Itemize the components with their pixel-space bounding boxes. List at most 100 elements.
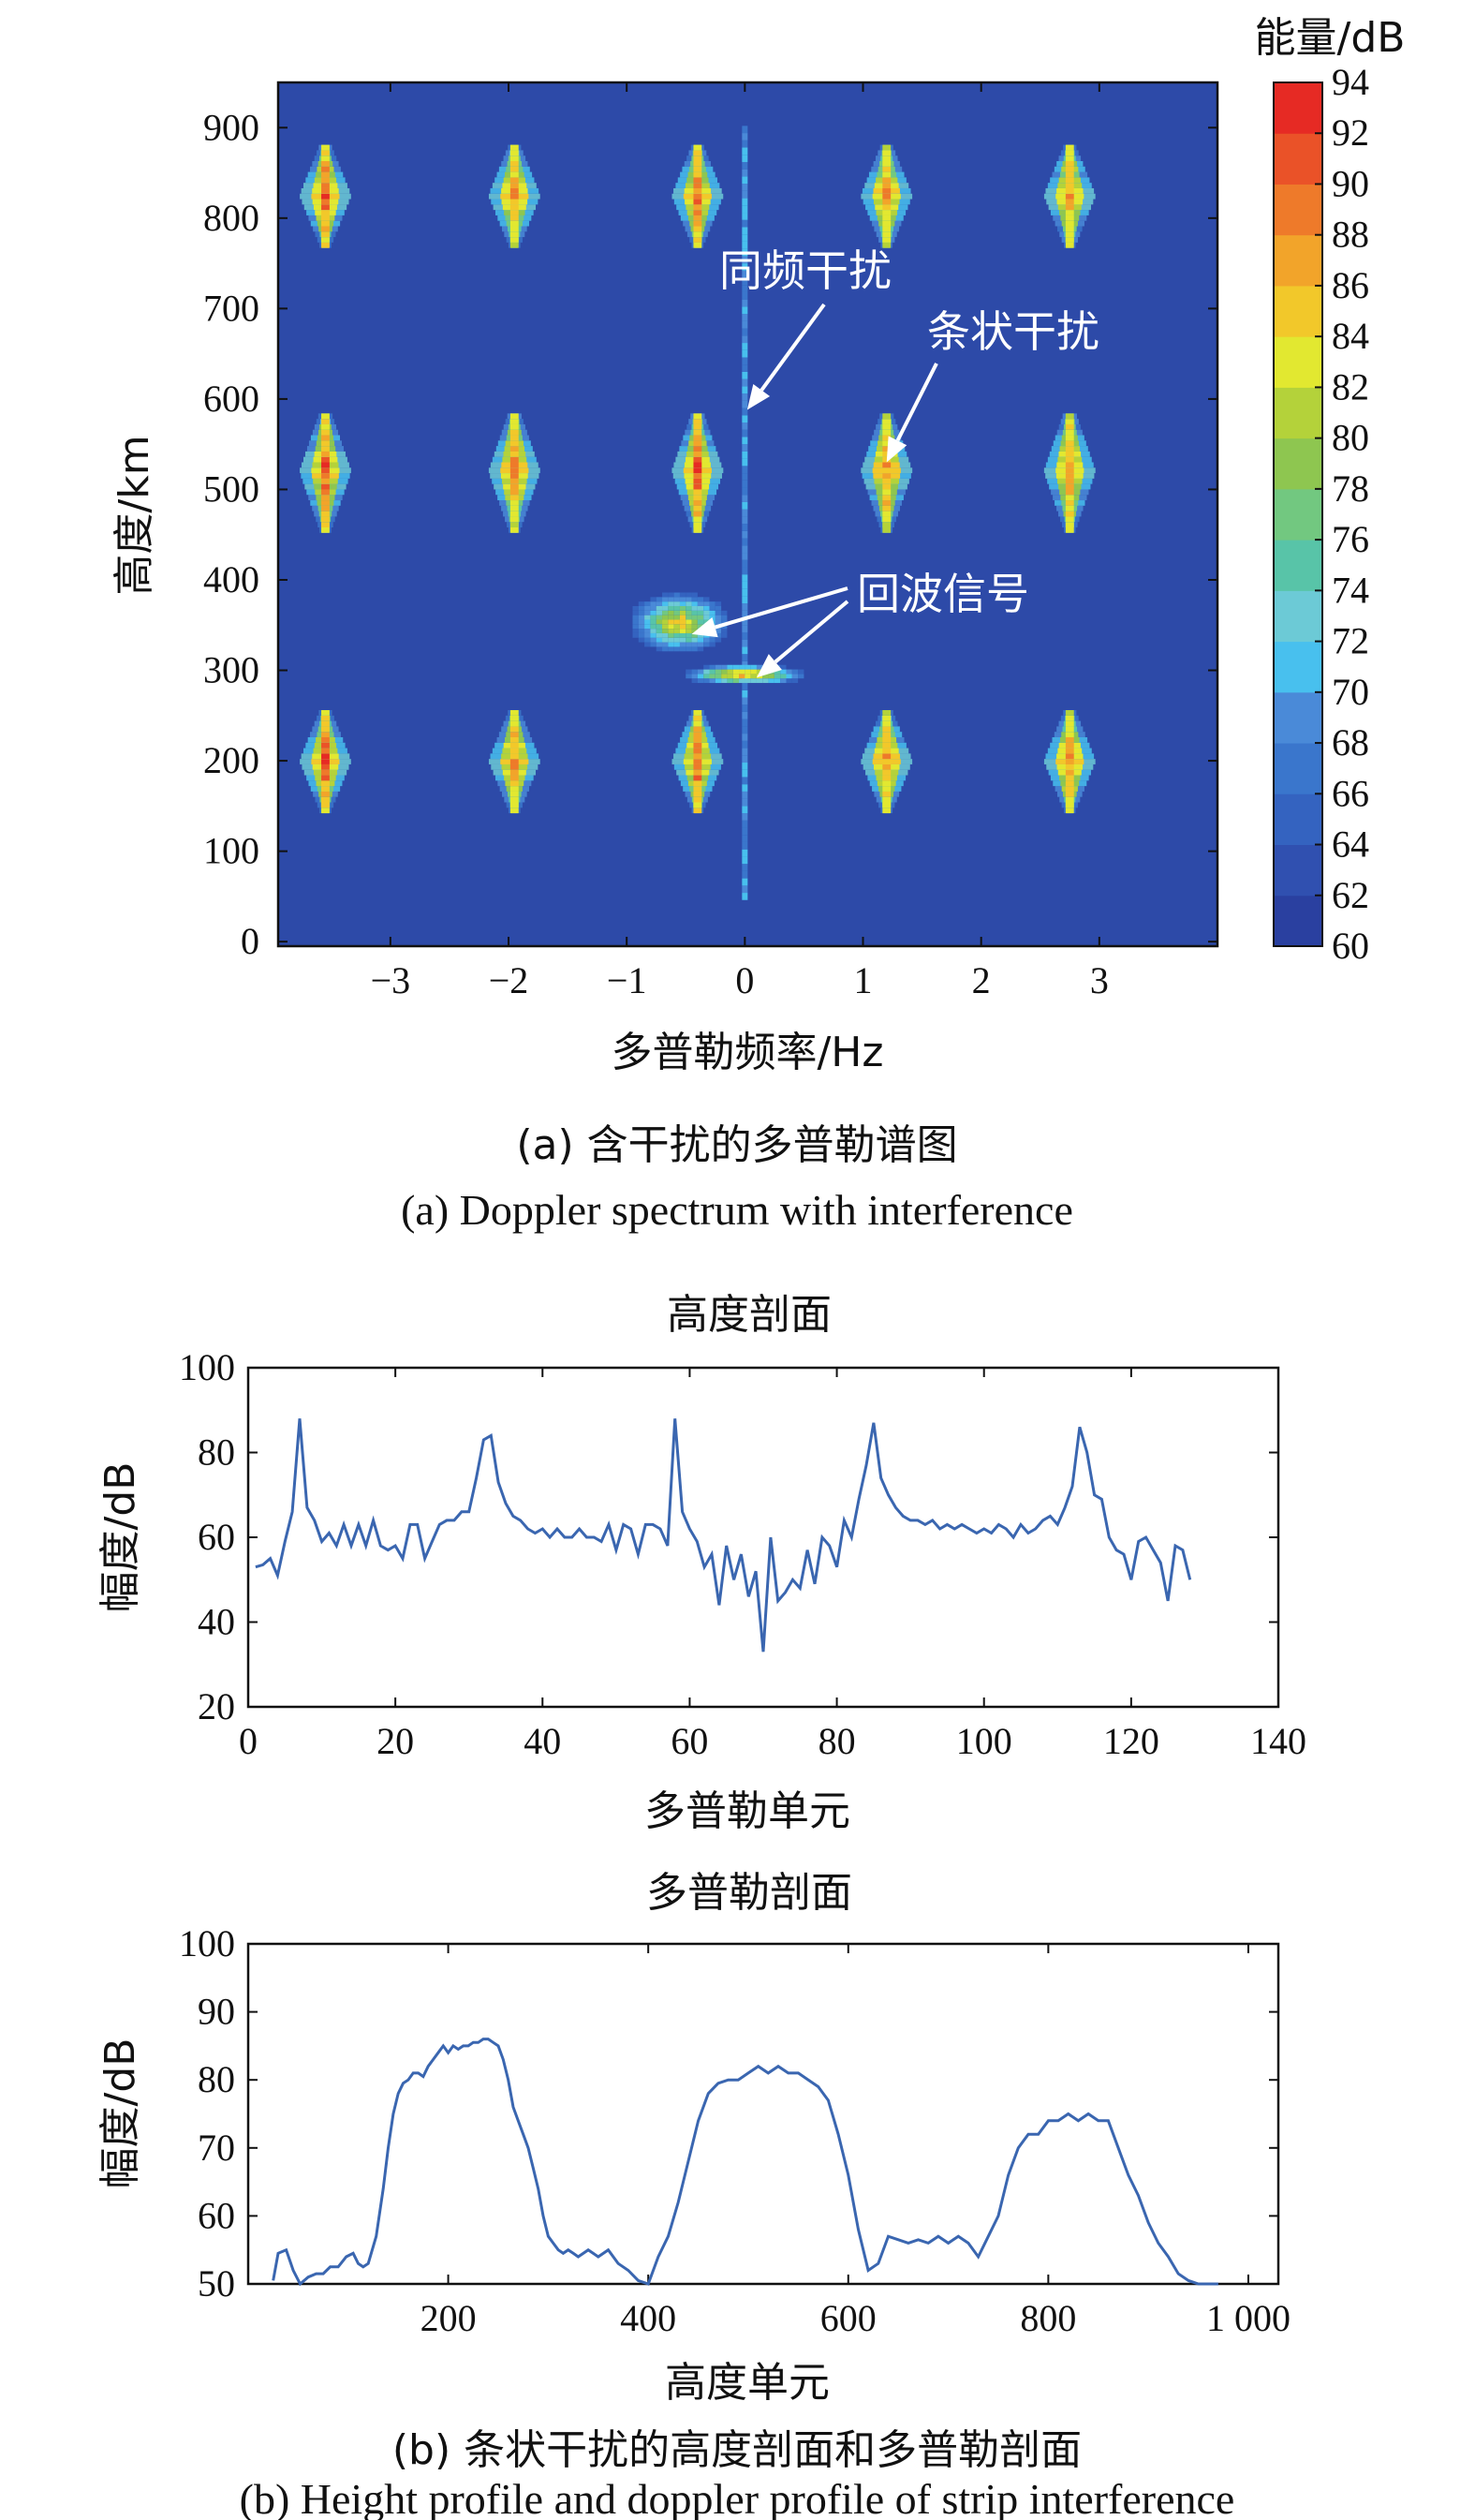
echo-cell — [709, 601, 715, 606]
cochannel-line-cell — [742, 393, 748, 401]
strip-core-cell — [1065, 726, 1074, 733]
cochannel-line-cell — [742, 516, 748, 525]
echo-cell — [774, 678, 781, 684]
echo-cell — [703, 664, 710, 670]
x-tick-label: 1 — [854, 959, 873, 1001]
colorbar-swatch — [1274, 641, 1322, 693]
cochannel-line-cell — [742, 444, 748, 452]
cochannel-line-cell — [742, 234, 748, 242]
strip-core-cell — [693, 177, 702, 184]
strip-core-cell — [509, 763, 519, 770]
echo-cell — [774, 674, 781, 679]
cochannel-line-cell — [742, 617, 748, 626]
echo-cell — [662, 637, 669, 643]
echo-cell — [709, 605, 715, 611]
colorbar-swatch — [1274, 793, 1322, 846]
colorbar-swatch — [1274, 336, 1322, 388]
cochannel-line-cell — [742, 870, 748, 879]
cochannel-line-cell — [742, 205, 748, 214]
strip-core-cell — [321, 231, 330, 238]
height-profile-x-tick-label: 120 — [1103, 1720, 1159, 1762]
strip-core-cell — [693, 242, 702, 248]
strip-core-cell — [509, 511, 519, 517]
colorbar-tick-label: 90 — [1332, 162, 1369, 204]
strip-core-cell — [1065, 808, 1074, 814]
cochannel-line-cell — [742, 704, 748, 712]
heatmap-x-ticks: −3 −2 −1 0 1 2 3 — [371, 82, 1109, 1001]
strip-core-cell — [693, 769, 702, 776]
strip-core-cell — [882, 467, 892, 474]
strip-core-cell — [509, 715, 519, 721]
strip-core-cell — [509, 495, 519, 501]
strip-interference-0 — [300, 144, 351, 814]
echo-cell — [656, 624, 663, 630]
cochannel-line-cell — [742, 241, 748, 249]
strip-core-cell — [509, 183, 519, 188]
cochannel-line-cell — [742, 596, 748, 604]
x-tick-label: −1 — [607, 959, 647, 1001]
echo-cell — [650, 629, 656, 633]
colorbar-swatch — [1274, 82, 1322, 134]
colorbar-tick-label: 78 — [1332, 467, 1369, 510]
echo-cell — [668, 615, 674, 620]
echo-cell — [703, 605, 710, 611]
strip-core-cell — [882, 242, 892, 248]
strip-core-cell — [509, 796, 519, 803]
echo-cell — [644, 637, 651, 643]
strip-core-cell — [321, 505, 330, 511]
echo-cell — [780, 664, 787, 670]
strip-core-cell — [882, 210, 892, 215]
strip-core-cell — [882, 226, 892, 232]
height-profile-y-tick-label: 100 — [179, 1346, 235, 1388]
echo-cell — [632, 619, 639, 625]
echo-cell — [727, 678, 733, 684]
strip-core-cell — [882, 753, 892, 760]
cochannel-line-cell — [742, 495, 748, 502]
echo-cell — [638, 637, 645, 643]
strip-core-cell — [321, 753, 330, 760]
x-tick-label: −3 — [371, 959, 411, 1001]
echo-cell — [644, 610, 651, 615]
echo-cell — [650, 637, 656, 643]
strip-core-cell — [509, 780, 519, 787]
strip-core-cell — [693, 462, 702, 468]
echo-cell — [668, 610, 674, 615]
cochannel-line-cell — [742, 711, 748, 719]
echo-cell — [656, 637, 663, 643]
strip-core-cell — [509, 156, 519, 161]
echo-cell — [709, 669, 715, 674]
echo-cell — [673, 629, 680, 633]
echo-cell — [673, 597, 680, 602]
strip-core-cell — [882, 522, 892, 527]
strip-core-cell — [882, 413, 892, 420]
strip-core-cell — [321, 166, 330, 172]
echo-cell — [638, 601, 645, 606]
cochannel-line-cell — [742, 878, 748, 886]
strip-core-cell — [509, 166, 519, 172]
echo-cell — [691, 601, 698, 606]
strip-core-cell — [693, 215, 702, 221]
colorbar-tick-label: 88 — [1332, 214, 1369, 256]
strip-core-cell — [321, 446, 330, 452]
cochannel-line-cell — [742, 631, 748, 640]
cochannel-line-cell — [742, 689, 748, 698]
cochannel-line-cell — [742, 227, 748, 235]
echo-cell — [727, 674, 733, 679]
heatmap-frame — [276, 81, 1219, 948]
echo-cell — [791, 678, 799, 684]
colorbar-tick-label: 74 — [1332, 569, 1369, 611]
colorbar-swatch — [1274, 387, 1322, 439]
strip-core-cell — [509, 210, 519, 215]
echo-cell — [632, 610, 639, 615]
echo-cell — [715, 619, 722, 625]
cochannel-line-cell — [742, 726, 748, 734]
echo-cell — [691, 669, 698, 674]
echo-cell — [644, 605, 651, 611]
strip-core-cell — [882, 237, 892, 243]
strip-core-cell — [882, 495, 892, 501]
strip-core-cell — [882, 144, 892, 151]
echo-cell — [679, 592, 686, 598]
strip-core-cell — [509, 808, 519, 814]
